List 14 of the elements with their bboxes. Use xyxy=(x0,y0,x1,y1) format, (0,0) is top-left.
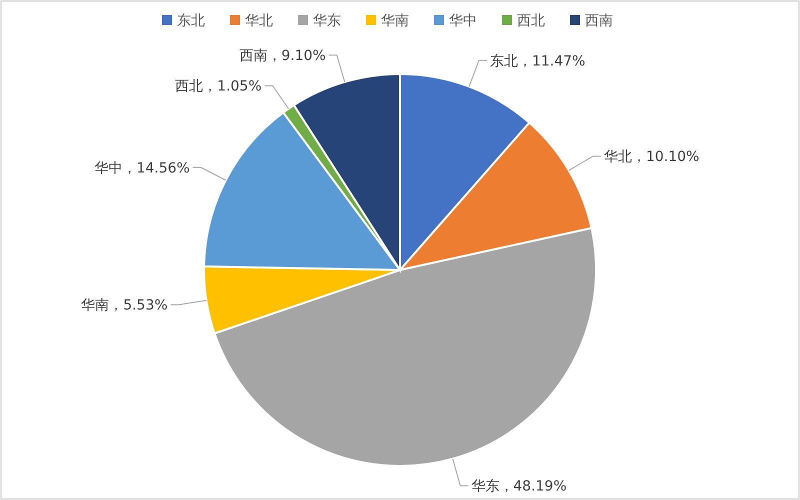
data-label: 西南，9.10% xyxy=(239,48,326,64)
legend-label: 西北 xyxy=(517,13,545,29)
data-label: 东北，11.47% xyxy=(490,53,586,70)
data-label: 华东，48.19% xyxy=(471,478,567,495)
legend-label: 华东 xyxy=(313,13,341,29)
legend-label: 华中 xyxy=(449,13,477,29)
legend-label: 西南 xyxy=(585,13,613,29)
legend-label: 东北 xyxy=(177,13,205,29)
data-label: 华南，5.53% xyxy=(81,298,168,314)
legend-label: 华北 xyxy=(245,13,273,29)
data-label: 华北，10.10% xyxy=(604,149,700,166)
legend-label: 华南 xyxy=(381,13,409,29)
data-label: 西北，1.05% xyxy=(175,78,262,95)
data-label: 华中，14.56% xyxy=(94,160,190,176)
